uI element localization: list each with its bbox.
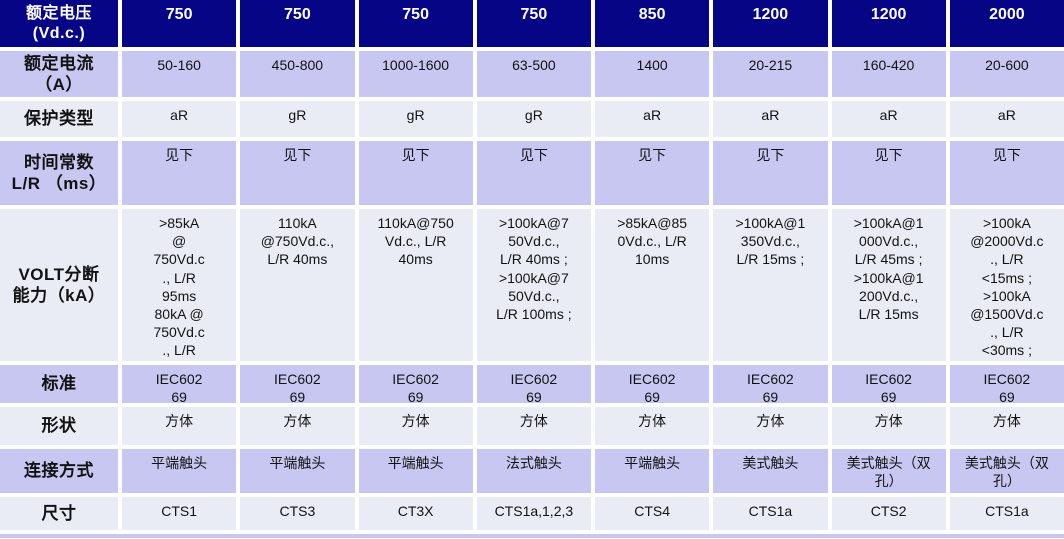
table-cell: 850 <box>595 0 710 47</box>
table-cell: aR <box>949 101 1064 137</box>
row-label-shape: 形状 <box>0 407 118 445</box>
next-row-edge-strip <box>0 534 1064 538</box>
table-cell: 方体 <box>949 407 1064 445</box>
table-cell: >100kA@7 50Vd.c., L/R 40ms ; >100kA@7 50… <box>476 209 591 361</box>
table-cell: 美式触头 <box>713 449 828 493</box>
table-cell: 110kA @750Vd.c., L/R 40ms <box>240 209 355 361</box>
table-cell: gR <box>358 101 473 137</box>
table-cell: 平端触头 <box>240 449 355 493</box>
table-cell: 方体 <box>476 407 591 445</box>
table-cell: >85kA@85 0Vd.c., L/R 10ms <box>595 209 710 361</box>
table-cell: 1200 <box>713 0 828 47</box>
table-cell: 63-500 <box>476 51 591 97</box>
table-cell: 1000-1600 <box>358 51 473 97</box>
table-cell: 见下 <box>240 141 355 205</box>
table-cell: 2000 <box>949 0 1064 47</box>
table-cell: >100kA@1 350Vd.c., L/R 15ms ; <box>713 209 828 361</box>
table-cell: IEC602 69 <box>595 365 710 403</box>
table-cell: 20-215 <box>713 51 828 97</box>
table-cell: 110kA@750 Vd.c., L/R 40ms <box>358 209 473 361</box>
row-label-protection-type: 保护类型 <box>0 101 118 137</box>
table-cell: 见下 <box>595 141 710 205</box>
table-cell: 1200 <box>831 0 946 47</box>
row-label-breaking-capacity: VOLT分断 能力（kA） <box>0 209 118 361</box>
table-cell: 见下 <box>949 141 1064 205</box>
table-cell: 法式触头 <box>476 449 591 493</box>
table-cell: IEC602 69 <box>831 365 946 403</box>
table-cell: 见下 <box>358 141 473 205</box>
table-cell: IEC602 69 <box>240 365 355 403</box>
table-cell: IEC602 69 <box>949 365 1064 403</box>
table-cell: 见下 <box>713 141 828 205</box>
table-cell: 1400 <box>595 51 710 97</box>
table-cell: 美式触头（双 孔） <box>949 449 1064 493</box>
table-cell: IEC602 69 <box>713 365 828 403</box>
table-cell: 50-160 <box>122 51 237 97</box>
table-cell: 见下 <box>476 141 591 205</box>
table-cell: CTS2 <box>831 497 946 530</box>
row-label-time-constant: 时间常数 L/R （ms） <box>0 141 118 205</box>
table-cell: CTS1a <box>949 497 1064 530</box>
table-cell: CT3X <box>358 497 473 530</box>
table-cell: IEC602 69 <box>122 365 237 403</box>
table-cell: aR <box>831 101 946 137</box>
table-cell: 平端触头 <box>122 449 237 493</box>
table-cell: 美式触头（双 孔） <box>831 449 946 493</box>
row-label-rated-voltage: 额定电压 (Vd.c.) <box>0 0 118 47</box>
table-cell: CTS3 <box>240 497 355 530</box>
table-cell: 方体 <box>240 407 355 445</box>
table-cell: 见下 <box>122 141 237 205</box>
table-cell: 方体 <box>831 407 946 445</box>
table-cell: 160-420 <box>831 51 946 97</box>
table-cell: >100kA @2000Vd.c ., L/R <15ms ; >100kA @… <box>949 209 1064 361</box>
table-cell: CTS1a <box>713 497 828 530</box>
row-label-connection-type: 连接方式 <box>0 449 118 493</box>
table-cell: >100kA@1 000Vd.c., L/R 45ms ; >100kA@1 2… <box>831 209 946 361</box>
table-cell: IEC602 69 <box>476 365 591 403</box>
table-cell: 750 <box>122 0 237 47</box>
table-cell: 450-800 <box>240 51 355 97</box>
table-cell: gR <box>240 101 355 137</box>
table-cell: aR <box>713 101 828 137</box>
table-cell: 方体 <box>713 407 828 445</box>
table-cell: 750 <box>358 0 473 47</box>
row-label-rated-current: 额定电流 （A） <box>0 51 118 97</box>
table-cell: IEC602 69 <box>358 365 473 403</box>
table-cell: 方体 <box>122 407 237 445</box>
table-cell: 平端触头 <box>358 449 473 493</box>
table-cell: 平端触头 <box>595 449 710 493</box>
table-cell: gR <box>476 101 591 137</box>
table-cell: 见下 <box>831 141 946 205</box>
table-cell: CTS1a,1,2,3 <box>476 497 591 530</box>
table-cell: 750 <box>476 0 591 47</box>
row-label-size: 尺寸 <box>0 497 118 530</box>
table-cell: 方体 <box>358 407 473 445</box>
table-cell: aR <box>122 101 237 137</box>
table-cell: >85kA @ 750Vd.c ., L/R 95ms 80kA @ 750Vd… <box>122 209 237 361</box>
table-cell: 750 <box>240 0 355 47</box>
table-cell: aR <box>595 101 710 137</box>
row-label-standard: 标准 <box>0 365 118 403</box>
table-cell: CTS1 <box>122 497 237 530</box>
table-cell: 20-600 <box>949 51 1064 97</box>
table-cell: 方体 <box>595 407 710 445</box>
table-cell: CTS4 <box>595 497 710 530</box>
